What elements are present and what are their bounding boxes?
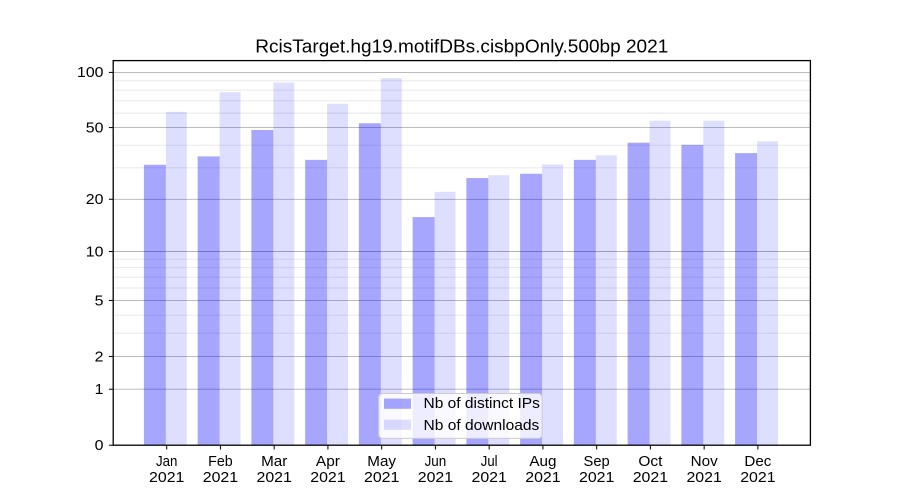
svg-text:2021: 2021 [686, 470, 721, 486]
svg-text:2021: 2021 [203, 470, 238, 486]
svg-text:100: 100 [77, 65, 104, 81]
svg-text:2: 2 [95, 349, 104, 365]
svg-text:Sep: Sep [584, 454, 610, 470]
svg-text:2021: 2021 [310, 470, 345, 486]
svg-text:Jan: Jan [156, 454, 177, 470]
svg-text:2021: 2021 [364, 470, 399, 486]
svg-text:2021: 2021 [633, 470, 668, 486]
svg-text:50: 50 [86, 120, 104, 136]
svg-text:1: 1 [95, 382, 104, 398]
svg-text:2021: 2021 [418, 470, 453, 486]
svg-text:2021: 2021 [149, 470, 184, 486]
svg-text:2021: 2021 [471, 470, 506, 486]
svg-text:Nb of distinct IPs: Nb of distinct IPs [424, 396, 540, 412]
svg-text:2021: 2021 [740, 470, 775, 486]
svg-text:10: 10 [86, 244, 104, 260]
svg-text:Jun: Jun [425, 454, 447, 470]
svg-text:RcisTarget.hg19.motifDBs.cisbp: RcisTarget.hg19.motifDBs.cisbpOnly.500bp… [255, 37, 668, 57]
svg-text:Mar: Mar [261, 454, 287, 470]
svg-text:5: 5 [95, 293, 104, 309]
svg-text:May: May [367, 454, 396, 470]
svg-text:Jul: Jul [481, 454, 498, 470]
svg-text:20: 20 [86, 192, 104, 208]
svg-text:Nov: Nov [691, 454, 719, 470]
svg-text:Feb: Feb [208, 454, 233, 470]
svg-text:Aug: Aug [529, 454, 556, 470]
svg-text:2021: 2021 [579, 470, 614, 486]
svg-text:Oct: Oct [638, 454, 662, 470]
svg-text:Apr: Apr [316, 454, 340, 470]
svg-text:2021: 2021 [257, 470, 292, 486]
svg-text:Nb of downloads: Nb of downloads [424, 418, 540, 434]
svg-text:2021: 2021 [525, 470, 560, 486]
svg-text:0: 0 [95, 438, 104, 454]
svg-text:Dec: Dec [744, 454, 771, 470]
